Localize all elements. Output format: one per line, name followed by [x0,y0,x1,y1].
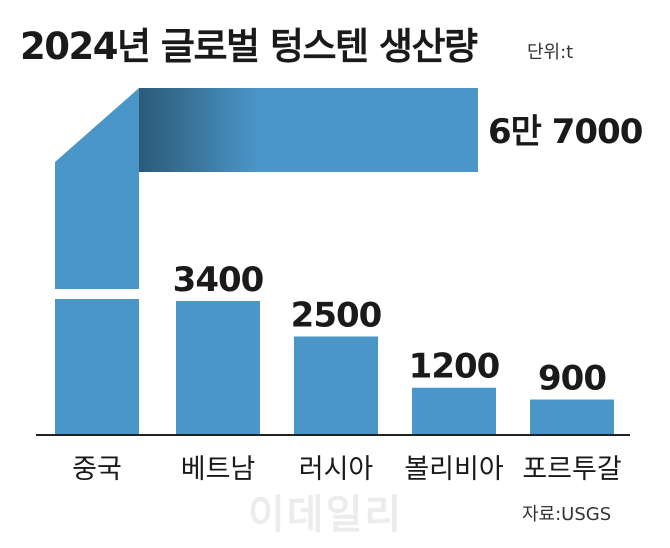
bar-0-upper [55,88,139,289]
category-label-4: 포르투갈 [522,454,621,485]
chart-title: 2024년 글로벌 텅스텐 생산량 [20,25,478,68]
category-label-0: 중국 [72,454,122,485]
value-label-0: 6만 7000 [488,112,643,152]
category-label-2: 러시아 [299,454,374,485]
value-label-1: 3400 [173,260,264,300]
value-label-4: 900 [538,359,606,399]
value-label-2: 2500 [291,295,382,335]
bar-3 [412,387,496,435]
value-label-3: 1200 [409,347,500,387]
bar-0-extension [139,88,478,172]
bar-4 [530,399,614,435]
bar-1 [176,301,260,435]
source-label: 자료:USGS [522,504,612,525]
unit-label: 단위:t [527,42,574,63]
watermark-logo: 이데일리 [248,492,404,538]
bar-0 [55,299,139,435]
category-label-1: 베트남 [181,454,256,485]
bar-2 [294,336,378,435]
category-label-3: 볼리비아 [404,454,504,485]
